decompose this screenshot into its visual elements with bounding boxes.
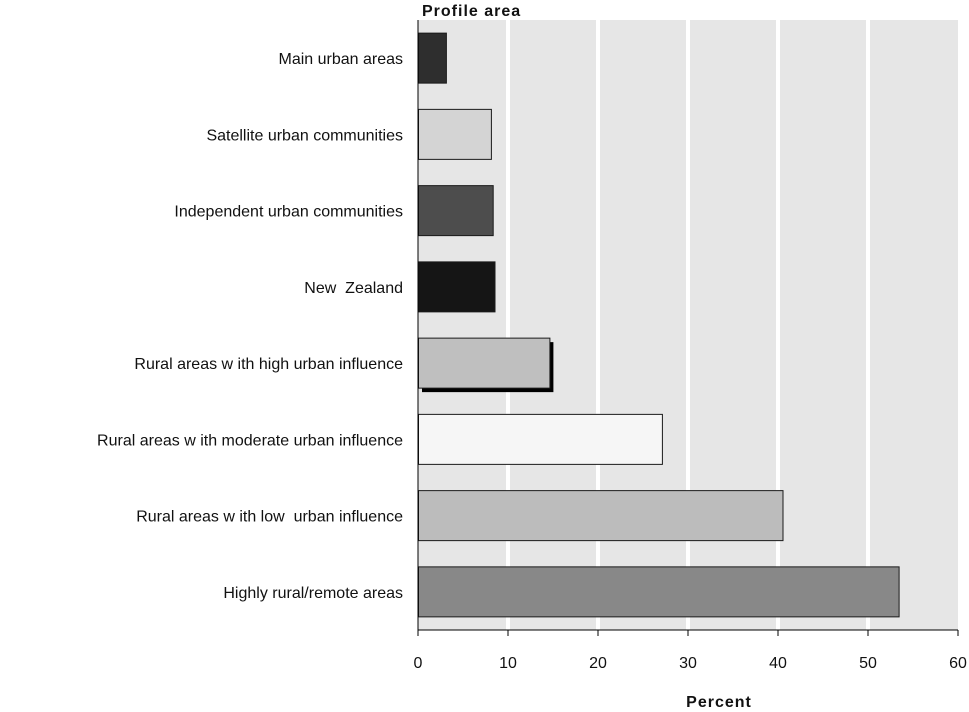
category-label: Highly rural/remote areas	[223, 585, 403, 602]
category-label: Main urban areas	[278, 51, 403, 68]
x-tick-label: 20	[589, 655, 607, 672]
category-label: Satellite urban communities	[206, 127, 403, 144]
category-label: Rural areas w ith moderate urban influen…	[97, 432, 403, 449]
bar	[418, 32, 447, 84]
category-label: Rural areas w ith high urban influence	[134, 356, 403, 373]
x-tick-label: 10	[499, 655, 517, 672]
x-axis-title: Percent	[686, 694, 752, 711]
x-tick-label: 50	[859, 655, 877, 672]
bar	[418, 108, 492, 160]
x-tick-label: 60	[949, 655, 967, 672]
x-tick-label: 0	[414, 655, 423, 672]
bar	[418, 490, 784, 542]
bar	[418, 566, 900, 618]
x-axis-ticks: 0 10 20 30 40 50 60	[414, 630, 967, 672]
category-label: Rural areas w ith low urban influence	[136, 509, 403, 526]
y-axis-title: Profile area	[422, 3, 521, 20]
bar	[418, 337, 551, 389]
category-labels: Main urban areas Satellite urban communit…	[97, 51, 403, 602]
category-label: New Zealand	[304, 280, 403, 297]
x-tick-label: 30	[679, 655, 697, 672]
bar	[418, 185, 494, 237]
bar	[418, 261, 496, 313]
x-tick-label: 40	[769, 655, 787, 672]
category-label: Independent urban communities	[174, 204, 403, 221]
bar	[418, 413, 663, 465]
bars	[418, 32, 900, 618]
